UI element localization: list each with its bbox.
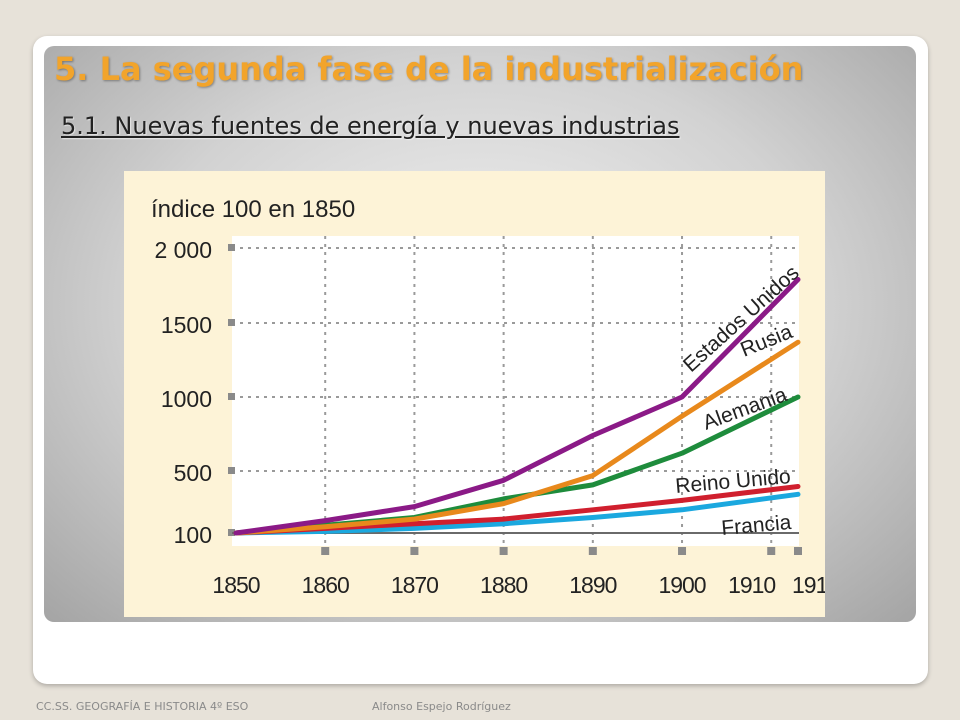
- y-tick-mark: [228, 244, 235, 251]
- x-tick-mark: [499, 547, 508, 555]
- x-tick-label: 1910: [728, 572, 775, 598]
- series-line-francia: [233, 491, 801, 536]
- x-tick-mark: [767, 547, 776, 555]
- x-tick-label: 1860: [302, 572, 349, 598]
- y-tick-label: 2 000: [154, 237, 212, 263]
- x-tick-mark: [410, 547, 419, 555]
- x-tick-label: 1900: [658, 572, 705, 598]
- x-tick-label: 1913: [792, 572, 825, 598]
- footer-course: CC.SS. GEOGRAFÍA E HISTORIA 4º ESO: [36, 700, 249, 713]
- y-tick-mark: [228, 319, 235, 326]
- y-tick-label: 1000: [161, 386, 212, 412]
- x-tick-mark: [794, 547, 802, 555]
- plot-background: [232, 236, 799, 546]
- slide-subtitle: 5.1. Nuevas fuentes de energía y nuevas …: [61, 112, 680, 140]
- x-tick-mark: [588, 547, 597, 555]
- x-tick-label: 1850: [212, 572, 259, 598]
- x-tick-label: 1880: [480, 572, 527, 598]
- chart: índice 100 en 1850 100 500 1000 1500 2 000 18…: [124, 171, 825, 617]
- y-axis-label: índice 100 en 1850: [151, 196, 355, 223]
- x-tick-label: 1870: [391, 572, 438, 598]
- y-tick-label: 500: [174, 460, 212, 486]
- y-tick-mark: [228, 529, 235, 536]
- y-tick-mark: [228, 467, 235, 474]
- series-line-estados-unidos: [233, 277, 801, 536]
- y-tick-mark: [228, 393, 235, 400]
- footer-author: Alfonso Espejo Rodríguez: [372, 700, 511, 713]
- y-tick-label: 100: [174, 522, 212, 548]
- grid: [232, 236, 799, 546]
- x-tick-mark: [678, 547, 687, 555]
- series-lines: [233, 277, 801, 536]
- x-tick-mark: [321, 547, 330, 555]
- x-tick-label: 1890: [569, 572, 616, 598]
- axes: 100 500 1000 1500 2 000 1850 1860 1870 1880 1890 1…: [154, 237, 825, 598]
- slide-title: 5. La segunda fase de la industrializaci…: [54, 50, 804, 88]
- chart-svg: índice 100 en 1850 100 500 1000 1500 2 000 18…: [124, 171, 825, 617]
- y-tick-label: 1500: [161, 312, 212, 338]
- series-line-rusia: [233, 339, 801, 536]
